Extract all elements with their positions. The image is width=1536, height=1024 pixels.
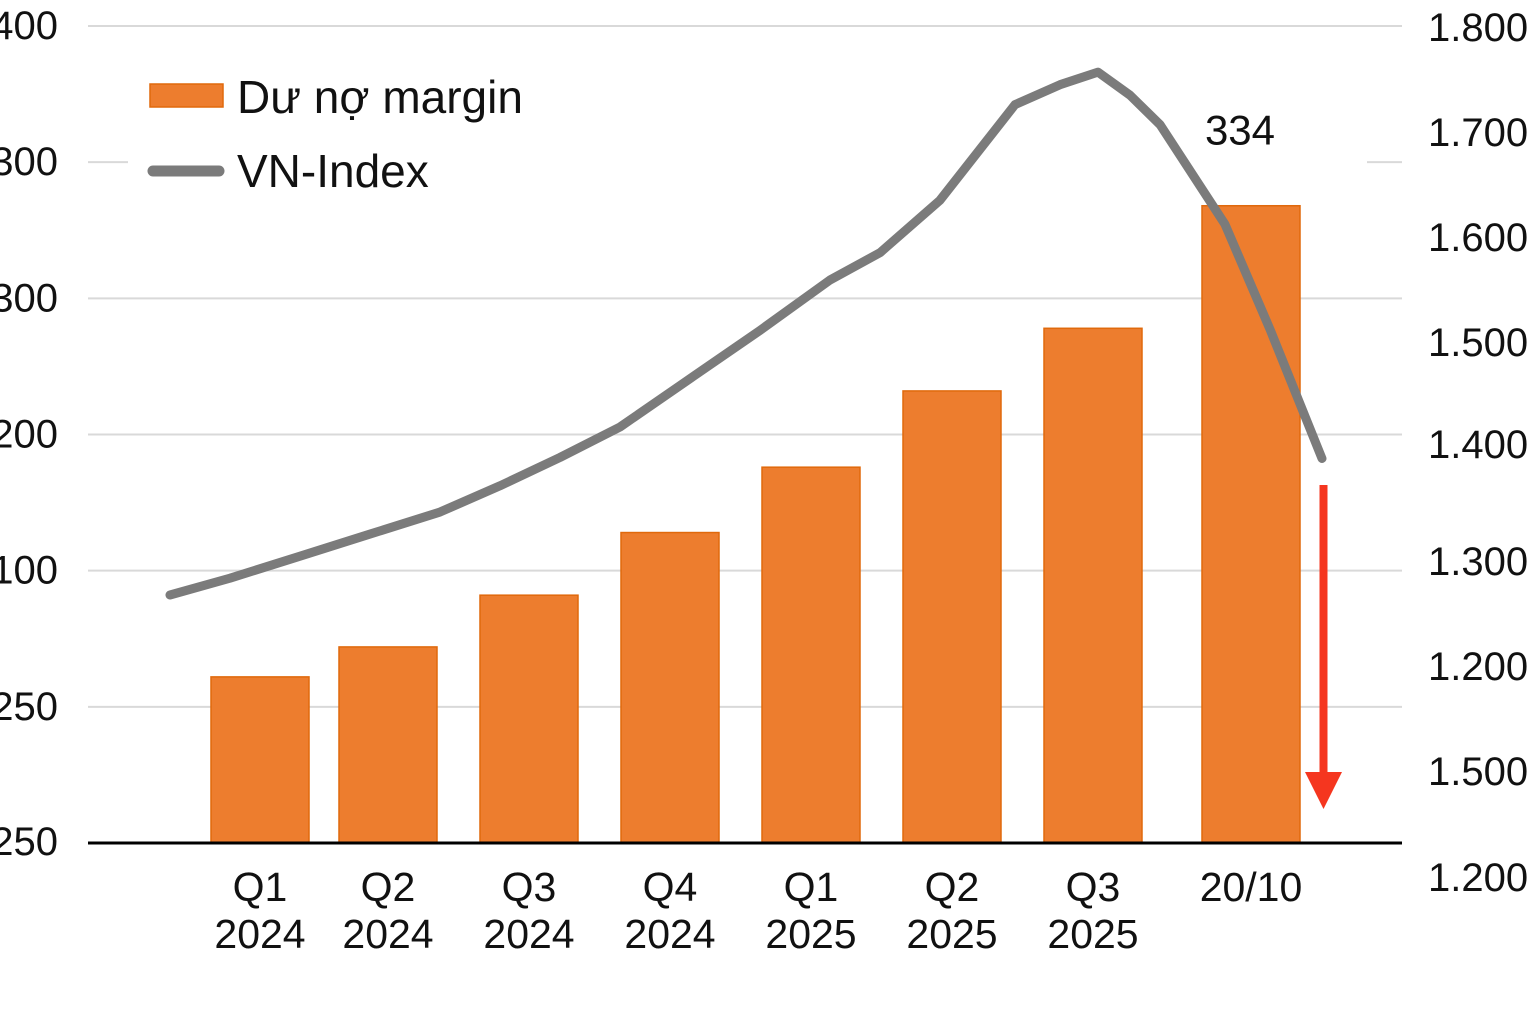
bar-Q3-2025 <box>1043 327 1143 844</box>
left-axis-tick-label: 250 <box>0 820 58 864</box>
x-axis-tick-label: Q3 <box>502 864 557 910</box>
right-axis-tick-label: 1.200 <box>1428 645 1528 689</box>
legend-item-margin-debt: Dư nợ margin <box>237 71 523 123</box>
right-axis-tick-label: 1.800 <box>1428 6 1528 50</box>
right-axis-tick-label: 1.600 <box>1428 216 1528 260</box>
legend: Dư nợ margin VN-Index <box>147 71 523 197</box>
x-axis-tick-label: 2025 <box>765 911 856 957</box>
left-axis-tick-label: 200 <box>0 413 58 457</box>
bar-Q3-2024 <box>479 594 579 844</box>
bar-Q4-2024 <box>620 531 720 844</box>
x-axis-tick-label: 2024 <box>624 911 715 957</box>
right-axis-tick-label: 1.700 <box>1428 111 1528 155</box>
x-axis-tick-label: Q3 <box>1066 864 1121 910</box>
down-arrow <box>1305 485 1342 809</box>
vnindex-line-path <box>165 67 1327 600</box>
last-bar-value-label: 334 <box>1205 107 1275 154</box>
x-axis-tick-label: Q2 <box>361 864 416 910</box>
x-axis-labels: Q12024Q22024Q32024Q42024Q12025Q22025Q320… <box>214 864 1302 957</box>
left-axis-tick-label: 100 <box>0 549 58 593</box>
bar-Q2-2025 <box>902 390 1002 844</box>
line-series-layer <box>165 67 1327 600</box>
x-axis-tick-label: 20/10 <box>1200 864 1303 910</box>
bar-Q2-2024 <box>338 646 438 844</box>
down-arrow-head-icon <box>1305 772 1342 809</box>
right-axis-tick-label: 1.300 <box>1428 540 1528 584</box>
right-axis-tick-label: 1.200 <box>1428 856 1528 900</box>
bar-Q1-2024 <box>210 676 310 844</box>
legend-bar-swatch-icon <box>149 83 224 108</box>
right-axis-labels: 1.800 1.700 1.600 1.500 1.400 1.300 1.200 1.500… <box>1428 6 1528 900</box>
x-axis-tick-label: 2024 <box>483 911 574 957</box>
x-axis-tick-label: Q2 <box>925 864 980 910</box>
x-axis-tick-label: 2024 <box>214 911 305 957</box>
bar-Q1-2025 <box>761 466 861 844</box>
legend-item-vnindex: VN-Index <box>237 145 429 197</box>
left-axis-tick-label: 300 <box>0 140 58 184</box>
x-axis-tick-label: Q4 <box>643 864 698 910</box>
left-axis-tick-label: 250 <box>0 685 58 729</box>
bar-20-10 <box>1201 204 1301 844</box>
left-axis-tick-label: 400 <box>0 4 58 48</box>
right-axis-tick-label: 1.500 <box>1428 750 1528 794</box>
right-axis-tick-label: 1.400 <box>1428 423 1528 467</box>
x-axis-tick-label: 2024 <box>342 911 433 957</box>
bar-series-layer <box>210 204 1301 844</box>
x-axis-tick-label: Q1 <box>233 864 288 910</box>
x-axis-tick-label: Q1 <box>784 864 839 910</box>
x-axis-tick-label: 2025 <box>1047 911 1138 957</box>
left-axis-labels: 400 300 300 200 100 250 250 <box>0 4 58 864</box>
x-axis-tick-label: 2025 <box>906 911 997 957</box>
right-axis-tick-label: 1.500 <box>1428 321 1528 365</box>
left-axis-tick-label: 300 <box>0 276 58 320</box>
